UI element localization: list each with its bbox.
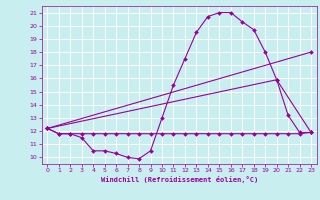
X-axis label: Windchill (Refroidissement éolien,°C): Windchill (Refroidissement éolien,°C): [100, 176, 258, 183]
